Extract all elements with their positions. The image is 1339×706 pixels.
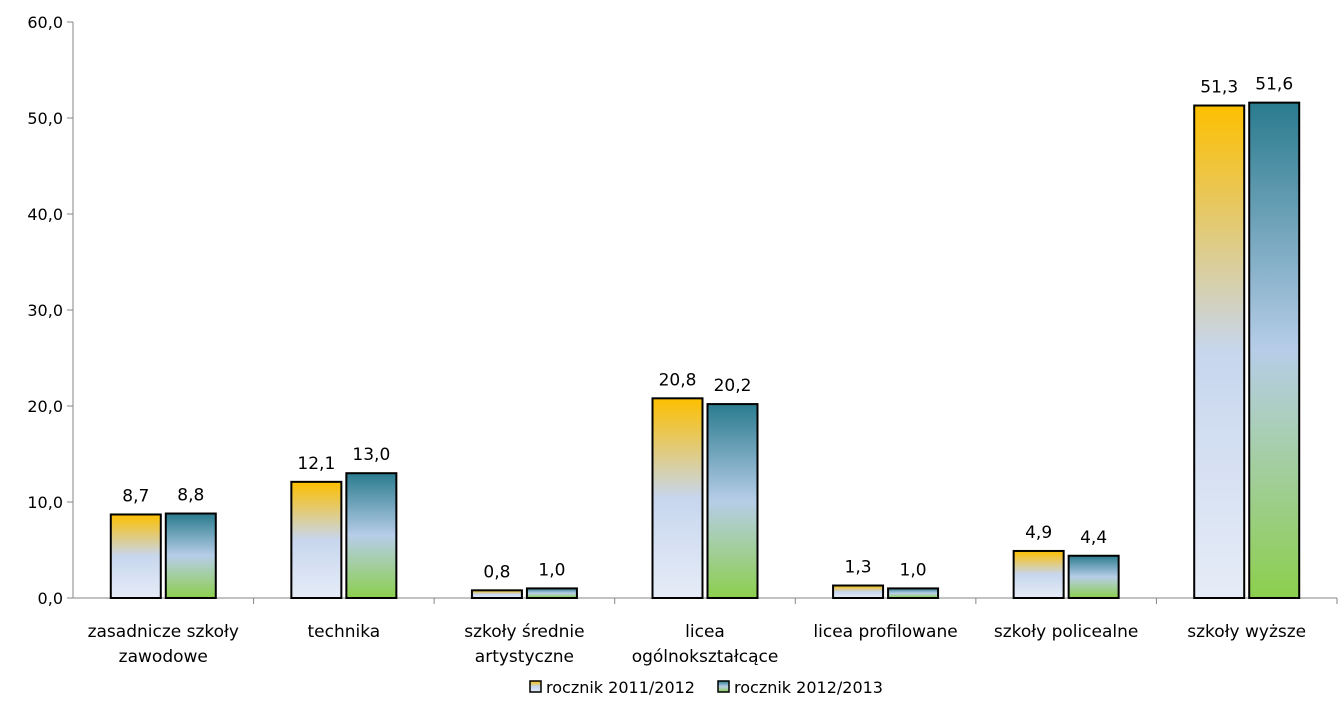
- category-label: zasadnicze szkoły: [88, 622, 239, 642]
- bar-series-1: [470, 589, 523, 600]
- bar-series-2: [345, 472, 398, 600]
- y-tick-label: 20,0: [27, 397, 63, 416]
- data-label: 1,3: [845, 558, 872, 578]
- y-tick-label: 0,0: [38, 589, 63, 608]
- y-tick-label: 60,0: [27, 13, 63, 32]
- data-label: 20,2: [714, 376, 752, 396]
- y-tick-label: 30,0: [27, 301, 63, 320]
- category-label: szkoły wyższe: [1187, 622, 1306, 642]
- category-label: ogólnokształcące: [632, 647, 779, 667]
- category-label: licea profilowane: [813, 622, 957, 642]
- y-tick-label: 40,0: [27, 205, 63, 224]
- category-label: technika: [307, 622, 380, 642]
- bar-series-1: [1193, 104, 1246, 600]
- data-label: 8,7: [122, 486, 149, 506]
- category-labels: zasadnicze szkoły zawodowe technika szkoły …: [88, 622, 1307, 667]
- axes: 0,0 10,0 20,0 30,0 40,0 50,0 60,0: [27, 13, 1338, 608]
- bar-series-2: [164, 512, 217, 600]
- legend: rocznik 2011/2012 rocznik 2012/2013: [529, 678, 883, 697]
- bar-series-1: [290, 480, 343, 599]
- data-label: 0,8: [483, 562, 510, 582]
- legend-swatch: [529, 680, 542, 693]
- data-label: 12,1: [297, 454, 335, 474]
- data-label: 20,8: [659, 370, 697, 390]
- bar-series-1: [832, 584, 885, 600]
- category-label: zawodowe: [119, 647, 208, 667]
- data-label: 51,6: [1255, 75, 1293, 95]
- bar-series-2: [887, 587, 940, 600]
- data-label: 51,3: [1200, 78, 1238, 98]
- data-label: 8,8: [177, 486, 204, 506]
- bars: [109, 101, 1301, 600]
- bar-series-1: [1012, 549, 1065, 600]
- legend-label: rocznik 2012/2013: [734, 678, 883, 697]
- data-label: 1,0: [538, 560, 565, 580]
- bar-series-2: [1248, 101, 1301, 599]
- data-label: 4,9: [1025, 523, 1052, 543]
- bar-series-1: [109, 513, 162, 599]
- category-label: artystyczne: [475, 647, 574, 667]
- category-label: licea: [685, 622, 725, 642]
- bar-series-2: [1067, 554, 1120, 600]
- y-tick-label: 10,0: [27, 493, 63, 512]
- legend-label: rocznik 2011/2012: [546, 678, 695, 697]
- bar-series-2: [706, 403, 759, 599]
- category-label: szkoły policealne: [994, 622, 1139, 642]
- data-label: 1,0: [900, 560, 927, 580]
- data-label: 13,0: [352, 445, 390, 465]
- bar-series-1: [651, 397, 704, 599]
- bar-series-2: [525, 587, 578, 600]
- y-tick-label: 50,0: [27, 109, 63, 128]
- data-label: 4,4: [1080, 528, 1107, 548]
- data-labels: 8,7 8,8 12,1 13,0 0,8 1,0 20,8 20,2 1,3 1,0 4,9 4,4…: [122, 75, 1293, 583]
- category-label: szkoły średnie: [464, 622, 584, 642]
- legend-swatch: [717, 680, 730, 693]
